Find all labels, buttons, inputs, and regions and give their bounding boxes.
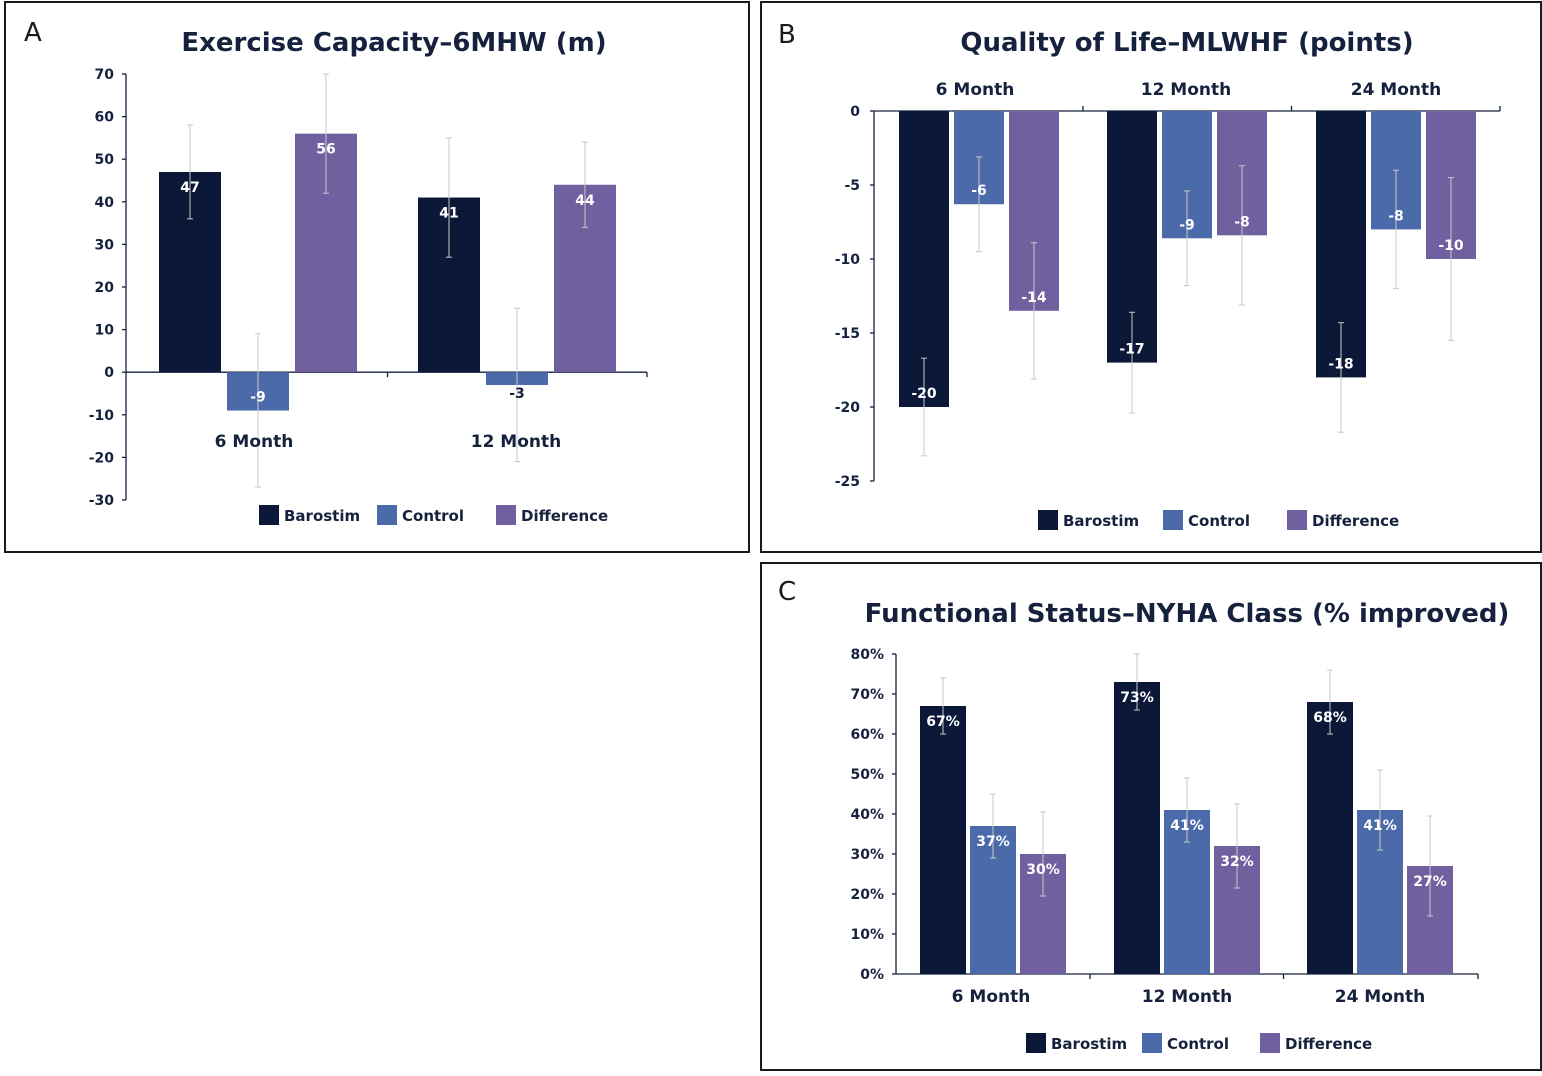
data-label: -18: [1328, 356, 1353, 372]
category-label: 24 Month: [1351, 80, 1442, 100]
chart-b-svg: B Quality of Life–MLWHF (points) 0 -5 -10 -15…: [778, 20, 1501, 530]
legend-label-control: Control: [402, 507, 464, 525]
panel-label: C: [778, 577, 796, 607]
y-tick-label: 20: [95, 280, 115, 296]
data-label: 41: [439, 206, 458, 222]
data-label: -8: [1234, 214, 1250, 230]
y-tick-label: 60: [95, 110, 115, 126]
data-label: -10: [1438, 238, 1464, 254]
data-label: -8: [1388, 208, 1404, 224]
chart-a-svg: A Exercise Capacity–6MHW (m) 70 60 50 40 30 20 1…: [24, 18, 648, 525]
chart-title: Quality of Life–MLWHF (points): [960, 28, 1413, 58]
data-label: 47: [180, 180, 199, 196]
data-label: 67%: [926, 714, 960, 730]
category-label: 12 Month: [1141, 80, 1232, 100]
data-label: 37%: [976, 834, 1010, 850]
legend-swatch-difference: [496, 505, 516, 525]
category-label: 6 Month: [936, 80, 1015, 100]
legend-label-control: Control: [1188, 512, 1250, 530]
y-tick-label: 50: [95, 152, 115, 168]
y-tick-label: -30: [89, 493, 115, 509]
category-label: 12 Month: [471, 432, 562, 452]
bar-barostim-1: [920, 706, 966, 974]
legend-swatch-barostim: [1026, 1033, 1046, 1053]
legend-swatch-barostim: [259, 505, 279, 525]
y-tick-label: 30: [95, 237, 115, 253]
chart-title: Exercise Capacity–6MHW (m): [181, 28, 606, 58]
y-tick-label: 80%: [850, 647, 884, 663]
y-tick-label: 0: [104, 365, 114, 381]
legend-swatch-barostim: [1038, 510, 1058, 530]
y-tick-label: 70%: [850, 687, 884, 703]
y-tick-label: -20: [89, 450, 115, 466]
data-label: -17: [1119, 342, 1144, 358]
data-label: 73%: [1120, 690, 1154, 706]
y-tick-label: 10%: [850, 927, 884, 943]
legend-swatch-difference: [1287, 510, 1307, 530]
data-label: 27%: [1413, 874, 1447, 890]
legend-label-control: Control: [1167, 1035, 1229, 1053]
data-label: 41%: [1363, 818, 1397, 834]
y-tick-label: -20: [835, 400, 861, 416]
y-tick-label: 20%: [850, 887, 884, 903]
legend-label-barostim: Barostim: [284, 507, 360, 525]
y-tick-label: 10: [95, 323, 115, 339]
bar-barostim-2: [1114, 682, 1160, 974]
data-label: -6: [971, 183, 987, 199]
category-label: 6 Month: [952, 987, 1031, 1007]
legend-swatch-control: [1142, 1033, 1162, 1053]
panel-a-exercise-capacity: A Exercise Capacity–6MHW (m) 70 60 50 40 30 20 1…: [4, 1, 750, 553]
y-tick-label: 30%: [850, 847, 884, 863]
legend-label-barostim: Barostim: [1063, 512, 1139, 530]
panel-label: A: [24, 18, 42, 48]
data-label: 41%: [1170, 818, 1204, 834]
legend-label-difference: Difference: [1285, 1035, 1372, 1053]
data-label: -9: [1179, 217, 1195, 233]
chart-title: Functional Status–NYHA Class (% improved…: [865, 599, 1510, 629]
legend-swatch-control: [1163, 510, 1183, 530]
data-label: 56: [316, 142, 335, 158]
data-label: 68%: [1313, 710, 1347, 726]
data-label: 32%: [1220, 854, 1254, 870]
y-tick-label: 40%: [850, 807, 884, 823]
y-tick-label: 0%: [860, 967, 884, 983]
data-label: 30%: [1026, 862, 1060, 878]
y-tick-label: -5: [844, 178, 860, 194]
y-tick-label: 70: [95, 67, 115, 83]
legend-label-difference: Difference: [521, 507, 608, 525]
panel-label: B: [778, 20, 796, 50]
legend-swatch-difference: [1260, 1033, 1280, 1053]
data-label: -9: [250, 390, 266, 406]
category-label: 6 Month: [215, 432, 294, 452]
y-tick-label: -15: [835, 326, 860, 342]
chart-c-svg: C Functional Status–NYHA Class (% improve…: [778, 577, 1510, 1053]
y-tick-label: 50%: [850, 767, 884, 783]
panel-b-quality-of-life: B Quality of Life–MLWHF (points) 0 -5 -10 -15…: [760, 1, 1542, 553]
legend-label-difference: Difference: [1312, 512, 1399, 530]
y-tick-label: 40: [95, 195, 115, 211]
bar-barostim-3: [1307, 702, 1353, 974]
y-tick-label: -10: [835, 252, 861, 268]
data-label: -20: [911, 386, 937, 402]
y-tick-label: 0: [850, 104, 860, 120]
y-tick-label: -10: [89, 408, 115, 424]
y-tick-label: 60%: [850, 727, 884, 743]
legend-swatch-control: [377, 505, 397, 525]
data-label: -3: [509, 386, 525, 402]
y-tick-label: -25: [835, 474, 860, 490]
data-label: -14: [1021, 290, 1047, 306]
panel-c-functional-status: C Functional Status–NYHA Class (% improve…: [760, 562, 1542, 1071]
legend-label-barostim: Barostim: [1051, 1035, 1127, 1053]
category-label: 24 Month: [1335, 987, 1426, 1007]
data-label: 44: [575, 193, 595, 209]
category-label: 12 Month: [1142, 987, 1233, 1007]
